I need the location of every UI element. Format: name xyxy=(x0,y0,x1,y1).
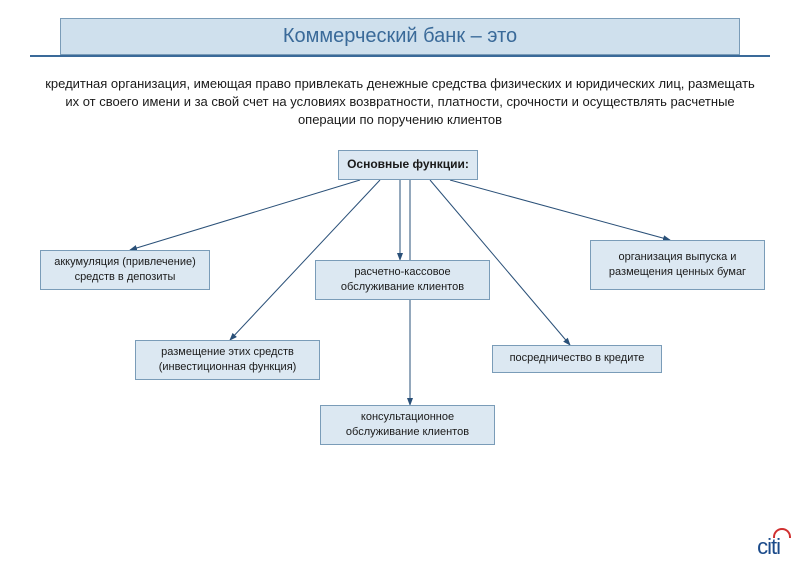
function-label: организация выпуска и размещения ценных … xyxy=(597,250,758,279)
function-node: организация выпуска и размещения ценных … xyxy=(590,240,765,290)
root-label: Основные функции: xyxy=(347,157,469,173)
function-label: расчетно-кассовое обслуживание клиентов xyxy=(322,265,483,294)
function-label: консультационное обслуживание клиентов xyxy=(327,410,488,439)
citi-logo: citi xyxy=(757,534,780,560)
page-title-bar: Коммерческий банк – это xyxy=(60,18,740,55)
description-content: кредитная организация, имеющая право при… xyxy=(45,76,755,127)
description-text: кредитная организация, имеющая право при… xyxy=(40,75,760,130)
function-node: аккумуляция (привлечение) средств в депо… xyxy=(40,250,210,290)
function-node: размещение этих средств (инвестиционная … xyxy=(135,340,320,380)
function-label: посредничество в кредите xyxy=(510,351,645,365)
function-label: аккумуляция (привлечение) средств в депо… xyxy=(47,255,203,284)
function-node: расчетно-кассовое обслуживание клиентов xyxy=(315,260,490,300)
functions-diagram: Основные функции: аккумуляция (привлечен… xyxy=(0,130,800,490)
function-label: размещение этих средств (инвестиционная … xyxy=(142,345,313,374)
page-title: Коммерческий банк – это xyxy=(283,25,517,47)
logo-arc-icon xyxy=(773,528,791,538)
function-node: консультационное обслуживание клиентов xyxy=(320,405,495,445)
root-node: Основные функции: xyxy=(338,150,478,180)
function-node: посредничество в кредите xyxy=(492,345,662,373)
title-underline xyxy=(30,55,770,57)
